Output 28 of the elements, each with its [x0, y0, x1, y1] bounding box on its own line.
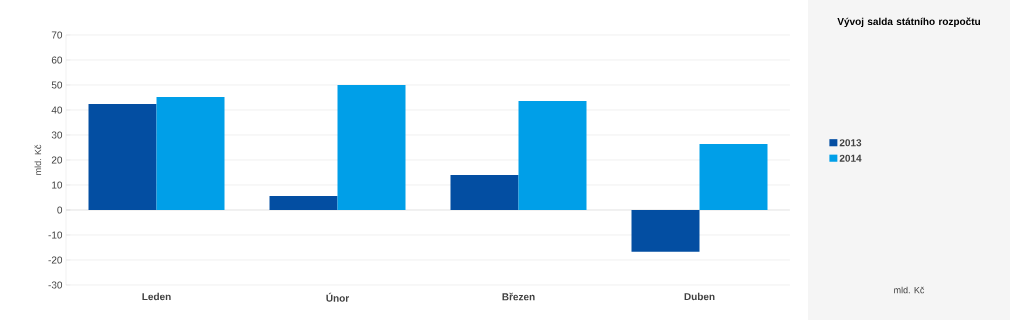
x-tick-label: Leden: [142, 292, 171, 301]
y-tick-label: -30: [48, 281, 63, 289]
x-tick-label: Březen: [502, 292, 535, 301]
legend-label: 2013: [839, 139, 862, 147]
y-tick-label: 30: [51, 131, 63, 139]
y-tick-label: 50: [51, 81, 63, 89]
y-tick-label: 70: [51, 31, 63, 39]
y-tick-label: 40: [51, 106, 63, 114]
bar: [450, 174, 519, 210]
y-tick-label: -20: [48, 256, 63, 264]
text: mld. Kč: [894, 286, 925, 294]
y-tick-label: 20: [51, 156, 63, 164]
text: Vývoj salda státního rozpočtu: [837, 17, 981, 28]
bar: [518, 100, 587, 210]
bar: [156, 96, 225, 210]
bar: [269, 195, 338, 210]
bar: [631, 209, 700, 252]
x-tick-label: Únor: [326, 292, 350, 302]
y-tick-label: 60: [51, 56, 63, 64]
y-tick-label: 10: [52, 181, 63, 189]
bar: [88, 103, 157, 210]
x-tick-label: Duben: [684, 292, 715, 301]
bar: [337, 84, 406, 210]
y-tick-label: 0: [57, 206, 63, 214]
bar: [699, 143, 768, 210]
y-tick-label: -10: [48, 231, 63, 239]
legend-label: 2014: [839, 154, 862, 162]
y-axis-title: mld. Kč: [34, 144, 42, 175]
